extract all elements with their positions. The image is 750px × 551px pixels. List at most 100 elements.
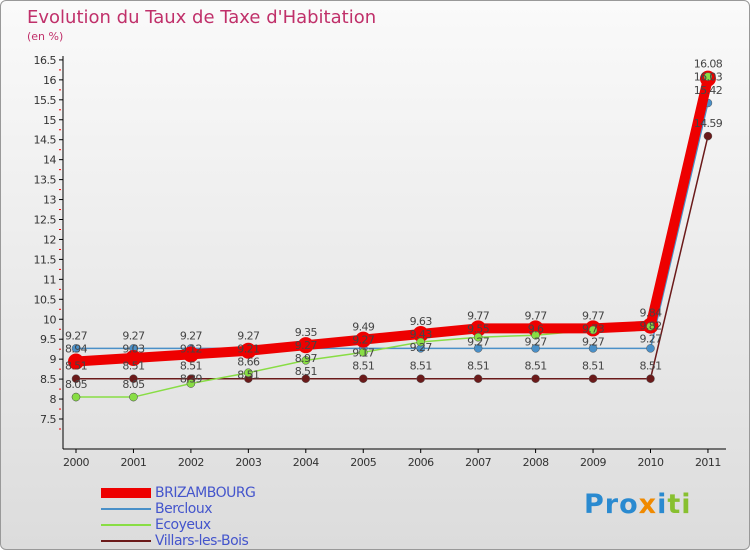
data-label: 9.55	[467, 322, 490, 335]
data-point	[244, 368, 253, 377]
y-tick-label: 12	[43, 233, 56, 246]
proxiti-logo: Proxiti	[584, 489, 692, 520]
x-tick-label: 2010	[638, 456, 664, 469]
data-point	[527, 320, 544, 337]
data-label: 9.27	[525, 335, 548, 348]
legend-item: Villars-les-Bois	[101, 533, 255, 549]
data-label: 9.27	[295, 339, 318, 352]
y-tick-label: 14.5	[34, 134, 57, 147]
data-point	[71, 344, 81, 353]
data-label: 9.43	[410, 328, 433, 341]
legend-swatch	[101, 540, 151, 542]
legend-swatch	[101, 488, 151, 498]
y-tick-label: 13.5	[34, 174, 57, 187]
x-tick-label: 2006	[408, 456, 434, 469]
data-label: 15.42	[694, 84, 723, 97]
data-point	[359, 348, 368, 357]
y-tick-label: 16.5	[34, 54, 57, 67]
data-label: 8.05	[122, 378, 145, 391]
data-label: 9.27	[237, 329, 260, 342]
data-point	[416, 337, 425, 347]
y-tick-label: 8.5	[40, 373, 56, 386]
data-label: 8.51	[467, 360, 489, 373]
series-line-villars-les-bois	[76, 135, 709, 380]
y-tick-label: 11	[43, 273, 56, 286]
x-tick-label: 2011	[695, 456, 721, 469]
legend-item: BRIZAMBOURG	[101, 485, 256, 501]
x-tick-label: 2005	[350, 456, 376, 469]
y-tick-label: 15.5	[34, 94, 57, 107]
data-label: 9.77	[467, 309, 490, 322]
x-tick-label: 2004	[293, 456, 319, 469]
y-tick-label: 11.5	[34, 253, 57, 266]
legend-swatch	[101, 524, 151, 526]
data-label: 8.97	[295, 352, 318, 365]
data-point	[129, 374, 138, 383]
data-label: 9.27	[639, 333, 662, 346]
data-label: 9.82	[639, 320, 661, 333]
data-point	[416, 374, 425, 383]
data-label: 8.51	[65, 360, 87, 373]
data-point	[588, 374, 598, 383]
data-point	[301, 356, 311, 365]
y-tick-label: 15	[43, 114, 56, 127]
data-point	[588, 344, 598, 353]
x-tick-label: 2003	[235, 456, 261, 469]
legend: BRIZAMBOURG Bercloux Ecoyeux Villars-les-Bo…	[101, 485, 256, 549]
data-point	[531, 344, 540, 353]
data-point	[186, 379, 196, 388]
legend-swatch	[101, 508, 151, 510]
legend-label: Villars-les-Bois	[155, 533, 249, 549]
data-point	[473, 374, 483, 383]
data-label: 9.27	[65, 329, 88, 342]
x-tick-label: 2008	[523, 456, 549, 469]
y-tick-label: 7.5	[40, 413, 56, 426]
data-point	[703, 72, 713, 81]
y-tick-label: 13	[43, 194, 56, 207]
data-point	[297, 337, 314, 354]
chart-subtitle: (en %)	[27, 30, 64, 43]
data-label: 9.27	[122, 329, 145, 342]
data-label: 9.27	[467, 335, 490, 348]
data-label: 9.63	[410, 315, 433, 328]
data-point	[125, 349, 142, 366]
y-tick-label: 8	[50, 393, 57, 406]
legend-item: Bercloux	[101, 501, 255, 517]
data-label: 8.51	[352, 360, 374, 373]
data-label: 9.73	[582, 322, 605, 335]
data-label: 8.05	[65, 378, 88, 391]
data-label: 9.6	[528, 322, 544, 335]
data-point	[531, 374, 540, 383]
x-tick-label: 2000	[63, 456, 89, 469]
x-tick-label: 2001	[120, 456, 146, 469]
data-label: 16.08	[694, 58, 723, 71]
data-point	[646, 344, 655, 353]
chart-title: Evolution du Taux de Taxe d'Habitation	[27, 7, 377, 28]
data-point	[588, 325, 598, 335]
data-label: 9.27	[352, 334, 375, 347]
legend-item: Ecoyeux	[101, 517, 255, 533]
data-label: 8.51	[180, 360, 202, 373]
data-label: 8.51	[410, 360, 432, 373]
x-tick-label: 2002	[178, 456, 204, 469]
data-point	[531, 330, 540, 340]
data-point	[71, 374, 81, 383]
series-line-brizambourg	[75, 77, 713, 367]
data-label: 8.94	[65, 343, 88, 356]
y-tick-label: 12.5	[34, 214, 57, 227]
data-point	[71, 392, 81, 402]
data-label: 9.35	[295, 326, 318, 339]
data-point	[470, 320, 487, 337]
data-point	[359, 374, 368, 383]
data-label: 8.51	[582, 360, 604, 373]
data-label: 9.27	[582, 335, 605, 348]
data-label: 9.03	[122, 342, 145, 355]
data-label: 9.77	[525, 309, 548, 322]
data-point	[240, 342, 257, 359]
data-point	[355, 331, 372, 348]
data-label: 8.51	[639, 360, 661, 373]
data-label: 9.77	[582, 309, 605, 322]
data-point	[473, 332, 483, 342]
